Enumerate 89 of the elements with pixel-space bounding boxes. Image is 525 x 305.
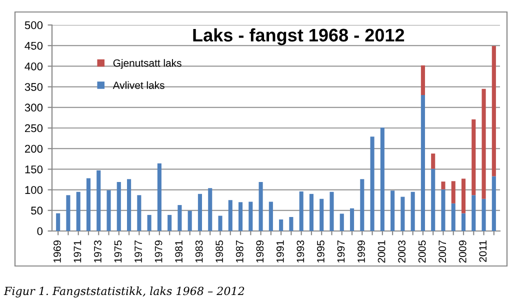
x-tick-label: 2011	[479, 240, 487, 262]
bar	[390, 190, 395, 231]
bar	[228, 200, 232, 231]
bar	[431, 168, 436, 231]
text: Figur 1. Fangststatistikk, laks 1968 – 2012	[4, 286, 244, 298]
bar	[492, 176, 496, 231]
bar	[309, 194, 314, 231]
x-tick-label: 1995	[317, 240, 324, 262]
x-tick-label: 1985	[216, 240, 224, 262]
bar	[168, 214, 172, 231]
bar	[461, 178, 466, 214]
bar	[461, 213, 466, 231]
x-tick-label: 1981	[175, 240, 183, 262]
bar	[380, 128, 384, 231]
x-tick-label: 1979	[154, 240, 162, 262]
bar	[106, 190, 111, 231]
bar	[147, 214, 152, 231]
x-tick-label: 1993	[296, 240, 304, 262]
bar	[258, 182, 263, 231]
bar	[420, 65, 425, 96]
bar	[350, 208, 354, 231]
x-tick-label: 1971	[74, 240, 82, 262]
bar	[320, 198, 324, 231]
y-tick-label: 350	[24, 83, 43, 91]
bar	[116, 182, 121, 231]
y-tick-label: 0	[37, 227, 43, 236]
bar	[472, 195, 476, 231]
y-tick-label: 400	[24, 62, 43, 70]
x-tick-label: 1969	[54, 240, 61, 262]
bar	[441, 182, 446, 190]
x-tick-label: 2001	[378, 240, 386, 263]
bar	[482, 88, 486, 199]
x-tick-label: 1999	[358, 240, 365, 262]
bar	[238, 202, 243, 231]
y-tick-label: 200	[24, 144, 43, 153]
bar	[127, 179, 132, 231]
y-tick-label: 100	[25, 186, 43, 194]
chart-title: Laks - fangst 1968 - 2012	[193, 28, 404, 46]
bar	[410, 192, 415, 231]
bar	[66, 195, 70, 231]
x-tick-label: 2009	[458, 240, 466, 263]
bar	[330, 192, 334, 231]
bar	[279, 219, 284, 231]
x-tick-label: 1977	[134, 240, 142, 262]
bar	[76, 192, 80, 231]
x-tick-label: 1975	[114, 240, 122, 262]
bar	[451, 181, 456, 204]
bar	[178, 205, 182, 231]
x-tick-label: 1989	[256, 240, 264, 262]
x-tick-label: 1973	[94, 240, 102, 262]
bar	[431, 154, 436, 169]
bar	[400, 196, 405, 231]
bar	[360, 179, 364, 231]
bar	[188, 210, 192, 231]
bar	[370, 136, 374, 231]
bar	[492, 46, 496, 176]
bar	[96, 170, 101, 231]
y-tick-label: 50	[31, 206, 43, 215]
bar	[482, 198, 486, 231]
bar	[157, 163, 162, 231]
bar	[208, 188, 212, 231]
y-tick-label: 450	[24, 42, 43, 50]
y-tick-label: 250	[24, 124, 43, 132]
legend-label: Gjenutsatt laks	[113, 59, 182, 69]
bar	[289, 216, 294, 231]
bar	[299, 191, 304, 231]
x-tick-label: 1991	[276, 240, 284, 262]
bar	[420, 95, 425, 231]
bar	[137, 195, 142, 231]
x-tick-label: 2007	[438, 240, 446, 263]
bar	[198, 194, 202, 231]
bar	[472, 119, 476, 196]
x-tick-label: 1987	[236, 240, 244, 262]
y-tick-label: 500	[24, 21, 43, 30]
bar	[86, 178, 91, 231]
bar	[248, 202, 253, 231]
x-tick-label: 2005	[418, 240, 426, 263]
legend-label: Avlivet laks	[112, 81, 164, 89]
bar	[56, 213, 60, 231]
bar	[451, 203, 456, 231]
bar	[268, 202, 273, 231]
y-tick-label: 300	[24, 104, 43, 112]
bar	[340, 214, 344, 231]
x-tick-label: 1983	[195, 240, 203, 262]
y-tick-label: 150	[25, 165, 43, 174]
bar	[218, 216, 222, 231]
x-tick-label: 2003	[398, 240, 406, 263]
bar	[441, 189, 446, 231]
x-tick-label: 1997	[337, 240, 345, 262]
